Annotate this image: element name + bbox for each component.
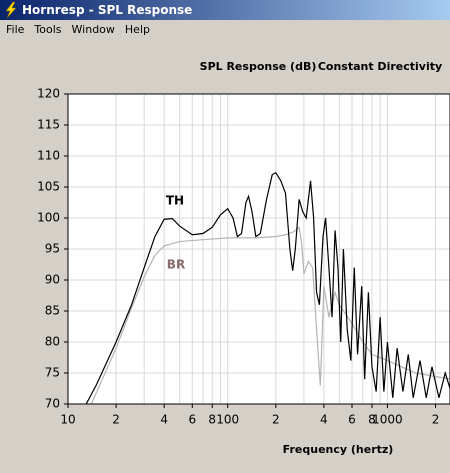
series-label: TH [166, 194, 184, 208]
menu-item[interactable]: File [6, 23, 25, 36]
menu-item[interactable]: Help [124, 23, 150, 36]
plot-border [67, 93, 450, 405]
app-icon [5, 1, 17, 19]
chart-title: SPL Response (dB) [200, 60, 317, 73]
y-tick-label: 120 [37, 87, 60, 101]
x-tick-label: 2 [432, 413, 440, 427]
y-tick-label: 75 [45, 366, 60, 380]
x-tick-label: 1000 [372, 413, 403, 427]
y-tick-label: 110 [37, 149, 60, 163]
x-tick-label: 6 [188, 413, 196, 427]
x-tick-label: 4 [320, 413, 328, 427]
menu-item[interactable]: Window [71, 23, 115, 36]
menu-item[interactable]: Tools [34, 23, 62, 36]
x-tick-label: 4 [160, 413, 168, 427]
x-axis-label: Frequency (hertz) [283, 443, 394, 456]
y-tick-label: 115 [37, 118, 60, 132]
x-tick-label: 8 [368, 413, 376, 427]
y-tick-label: 105 [37, 180, 60, 194]
menu-bar: File Tools Window Help [0, 21, 154, 39]
x-tick-label: 6 [348, 413, 356, 427]
series-line [90, 226, 450, 404]
y-tick-label: 90 [45, 273, 60, 287]
x-tick-label: 100 [216, 413, 239, 427]
x-tick-label: 2 [112, 413, 120, 427]
title-bar: Hornresp - SPL Response [0, 0, 450, 20]
series-line [85, 171, 450, 404]
y-tick-label: 95 [45, 242, 60, 256]
x-tick-label: 2 [272, 413, 280, 427]
y-tick-label: 100 [37, 211, 60, 225]
window-title: Hornresp - SPL Response [22, 3, 193, 17]
y-tick-label: 85 [45, 304, 60, 318]
x-tick-label: 8 [208, 413, 216, 427]
y-tick-label: 70 [45, 397, 60, 411]
series-label: BR [167, 258, 185, 272]
x-tick-label: 10 [60, 413, 75, 427]
chart-subtitle: Constant Directivity [318, 60, 442, 73]
y-tick-label: 80 [45, 335, 60, 349]
